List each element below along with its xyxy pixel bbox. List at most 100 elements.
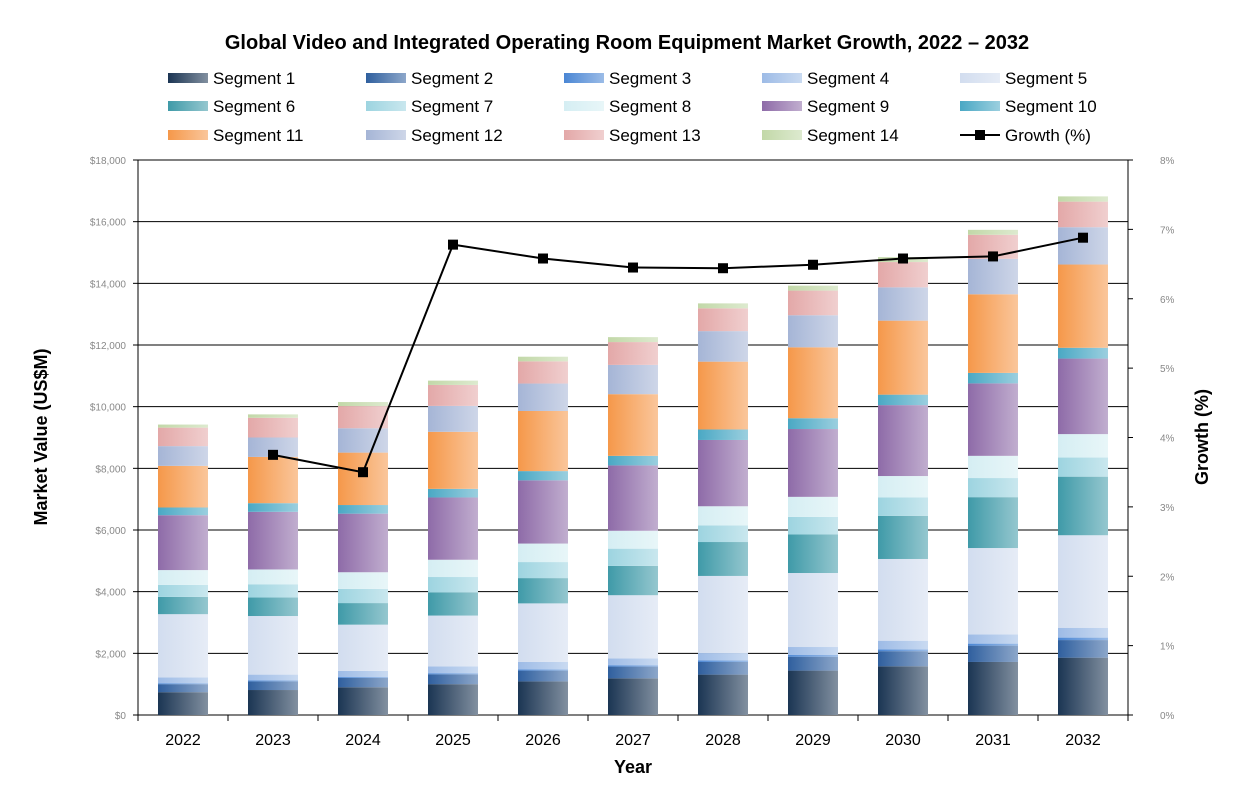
legend-swatch (366, 101, 406, 111)
bar-segment-13-2025 (428, 384, 478, 406)
bar-segment-14-2031 (968, 229, 1018, 235)
legend-label: Segment 11 (213, 126, 303, 145)
x-tick-label: 2028 (705, 732, 741, 749)
growth-point-2031 (988, 251, 998, 262)
bar-segment-9-2028 (698, 439, 748, 507)
legend-swatch (762, 73, 802, 83)
bar-segment-10-2026 (518, 471, 568, 481)
bar-segment-12-2026 (518, 383, 568, 411)
bar-segment-14-2024 (338, 402, 388, 407)
bar-segment-12-2022 (158, 446, 208, 466)
bar-segment-4-2029 (788, 647, 838, 656)
y-axis-right: 0% 1% 2% 3% 4% 5% 6% 7% 8% (1128, 156, 1175, 722)
bar-segment-6-2029 (788, 534, 838, 574)
legend-swatch (366, 130, 406, 140)
growth-point-2023 (268, 449, 278, 460)
bar-segment-5-2030 (878, 558, 928, 641)
bar-segment-4-2024 (338, 670, 388, 678)
bar-segment-3-2032 (1058, 637, 1108, 641)
y-axis-label: Market Value (US$M) (31, 348, 51, 525)
legend-label: Segment 2 (411, 69, 493, 88)
bar-segment-1-2024 (338, 687, 388, 715)
bar-segment-12-2029 (788, 315, 838, 348)
bar-segment-12-2030 (878, 287, 928, 321)
legend-label: Segment 10 (1005, 97, 1097, 116)
y2-tick-label: 1% (1160, 642, 1175, 653)
bar-segment-7-2030 (878, 497, 928, 516)
bar-segment-2-2025 (428, 674, 478, 685)
bar-segment-5-2031 (968, 548, 1018, 635)
bar-segment-4-2030 (878, 640, 928, 650)
bar-segment-1-2028 (698, 674, 748, 715)
bar-segment-11-2024 (338, 452, 388, 506)
bar-segment-7-2031 (968, 478, 1018, 498)
bar-segment-11-2031 (968, 294, 1018, 373)
x-tick-label: 2024 (345, 732, 381, 749)
legend-label: Segment 9 (807, 97, 889, 116)
bar-segment-4-2027 (608, 658, 658, 666)
bar-segment-8-2024 (338, 572, 388, 589)
bar-segment-4-2026 (518, 661, 568, 670)
y2-tick-label: 3% (1160, 503, 1175, 514)
bar-segment-13-2029 (788, 290, 838, 316)
bar-segment-6-2026 (518, 578, 568, 604)
bar-segment-9-2029 (788, 429, 838, 497)
bar-segment-6-2028 (698, 542, 748, 576)
bar-segment-9-2024 (338, 513, 388, 573)
bar-segment-10-2025 (428, 488, 478, 498)
bar-segment-10-2031 (968, 372, 1018, 384)
legend-label: Segment 4 (807, 69, 889, 88)
bar-segment-1-2027 (608, 678, 658, 715)
legend-label: Growth (%) (1005, 126, 1091, 145)
x-tick-label: 2027 (615, 732, 651, 749)
bar-segment-5-2032 (1058, 535, 1108, 628)
bar-segment-8-2026 (518, 543, 568, 563)
chart-title: Global Video and Integrated Operating Ro… (225, 32, 1029, 54)
bar-segment-6-2031 (968, 497, 1018, 549)
legend-swatch (366, 73, 406, 83)
x-tick-label: 2031 (975, 732, 1011, 749)
growth-point-2024 (358, 467, 368, 478)
growth-point-2026 (538, 253, 548, 264)
bar-segment-12-2028 (698, 331, 748, 362)
bar-segment-2-2027 (608, 666, 658, 679)
bar-segment-5-2026 (518, 603, 568, 662)
y-axis-left: $0 $2,000 $4,000 $6,000 $8,000 $10,000 $12,000… (90, 156, 138, 722)
bar-segment-7-2023 (248, 584, 298, 598)
bar-segment-11-2032 (1058, 264, 1108, 348)
bar-segment-3-2025 (428, 673, 478, 675)
bar-segment-12-2031 (968, 258, 1018, 295)
legend-label: Segment 13 (609, 126, 701, 145)
bar-segment-11-2028 (698, 361, 748, 430)
bar-segment-11-2029 (788, 347, 838, 419)
bar-segment-8-2025 (428, 559, 478, 578)
bar-segment-2-2023 (248, 681, 298, 691)
bar-segment-1-2022 (158, 692, 208, 715)
bar-segment-8-2028 (698, 506, 748, 526)
bar-segment-8-2027 (608, 530, 658, 549)
y-tick-label: $8,000 (95, 464, 126, 475)
bar-segment-12-2023 (248, 437, 298, 457)
x-tick-label: 2032 (1065, 732, 1101, 749)
bar-segment-10-2029 (788, 418, 838, 430)
growth-point-2027 (628, 262, 638, 273)
legend-swatch (168, 101, 208, 111)
bar-segment-6-2027 (608, 565, 658, 596)
bar-segment-9-2030 (878, 405, 928, 477)
bar-segment-11-2030 (878, 320, 928, 395)
bar-segment-7-2028 (698, 525, 748, 543)
bar-segment-3-2029 (788, 655, 838, 657)
bar-segment-3-2031 (968, 643, 1018, 646)
bar-segment-6-2022 (158, 596, 208, 615)
bar-segment-9-2025 (428, 497, 478, 560)
legend-label: Segment 12 (411, 126, 503, 145)
bar-segment-3-2022 (158, 683, 208, 685)
x-axis: 2022 2023 2024 2025 2026 2027 2028 2029 2030 2031… (137, 715, 1129, 749)
bar-segment-11-2025 (428, 431, 478, 489)
bar-segment-1-2026 (518, 681, 568, 715)
y-tick-label: $14,000 (90, 279, 127, 290)
bar-segment-3-2023 (248, 680, 298, 682)
y-tick-label: $16,000 (90, 218, 127, 229)
